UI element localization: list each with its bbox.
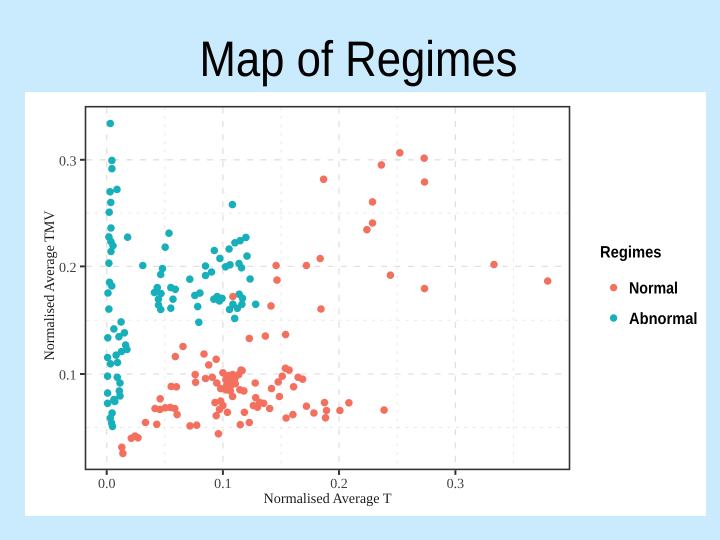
svg-text:Normalised Average TMV: Normalised Average TMV — [42, 210, 58, 361]
svg-text:0.3: 0.3 — [59, 155, 77, 170]
svg-text:0.1: 0.1 — [214, 477, 232, 492]
svg-text:0.0: 0.0 — [98, 477, 116, 492]
svg-text:0.2: 0.2 — [330, 477, 348, 492]
svg-text:0.1: 0.1 — [59, 369, 77, 384]
svg-text:Normal: Normal — [629, 279, 678, 297]
svg-text:Normalised Average T: Normalised Average T — [264, 491, 392, 507]
svg-text:Abnormal: Abnormal — [629, 310, 698, 328]
svg-text:0.2: 0.2 — [59, 261, 77, 276]
svg-text:Regimes: Regimes — [600, 243, 662, 261]
svg-text:Map of Regimes: Map of Regimes — [200, 31, 518, 87]
svg-text:0.3: 0.3 — [447, 477, 465, 492]
